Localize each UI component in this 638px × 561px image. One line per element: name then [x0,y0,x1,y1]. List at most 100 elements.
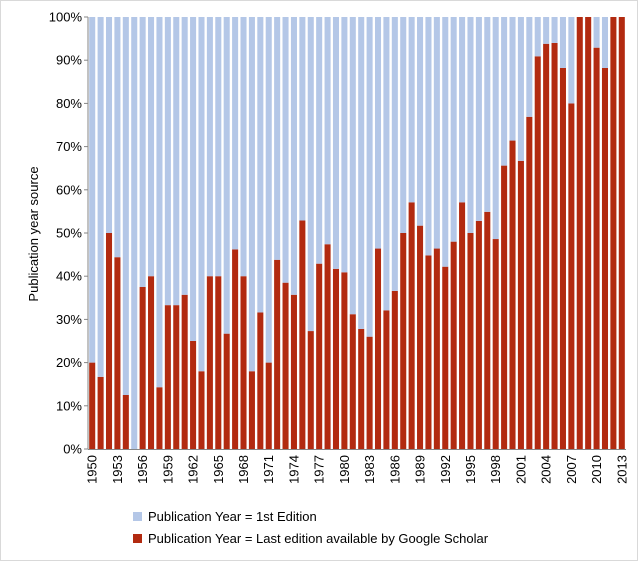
bar-first-edition-1950 [89,17,96,363]
bar-first-edition-2011 [601,17,609,68]
bar-first-edition-1978 [324,17,331,245]
bar-last-edition-2010 [593,47,600,450]
x-tick-label: 1995 [463,455,478,484]
bar-last-edition-2011 [601,67,609,449]
bar-first-edition-1977 [316,17,323,264]
bar-last-edition-1999 [501,165,508,449]
x-tick-label: 1980 [337,455,352,484]
bar-last-edition-2008 [576,17,583,449]
bar-first-edition-2003 [534,17,541,57]
x-tick-label: 1986 [387,455,402,484]
bar-first-edition-1952 [105,17,113,233]
bar-last-edition-1967 [232,249,239,449]
y-tick-label: 90% [56,53,82,68]
bar-last-edition-1957 [148,276,155,449]
legend-item-first-edition: Publication Year = 1st Edition [133,505,488,527]
bar-last-edition-1987 [400,233,407,449]
x-tick-label: 2001 [513,455,528,484]
bar-last-edition-1980 [341,272,348,449]
bar-last-edition-2012 [610,17,617,449]
bar-first-edition-1976 [307,17,314,332]
bar-last-edition-1979 [332,268,340,449]
x-tick-label: 2013 [614,455,629,484]
bar-first-edition-1986 [391,17,398,291]
x-tick-label: 2010 [589,455,604,484]
bar-last-edition-1950 [89,362,96,449]
bar-last-edition-1954 [122,395,129,449]
y-tick-label: 0% [63,442,82,457]
bar-first-edition-1963 [198,17,205,372]
bar-last-edition-1996 [475,220,482,449]
bar-last-edition-1965 [215,276,222,449]
bar-last-edition-1960 [173,305,180,449]
x-tick-label: 1992 [438,455,453,484]
bar-last-edition-1992 [442,266,449,449]
bars-group [89,17,625,450]
bar-last-edition-1985 [383,310,390,449]
bar-last-edition-1978 [324,244,331,449]
bar-first-edition-1979 [332,17,340,269]
y-axis-title: Publication year source [26,166,41,301]
bar-last-edition-1970 [257,312,264,449]
y-tick-label: 30% [56,312,82,327]
y-tick-label: 40% [56,269,82,284]
bar-first-edition-1961 [181,17,188,295]
bar-first-edition-1981 [349,17,356,315]
bar-last-edition-1973 [282,282,289,449]
bar-last-edition-1964 [206,276,213,449]
bar-first-edition-1951 [97,17,104,377]
y-tick-label: 60% [56,182,82,197]
bar-last-edition-1984 [374,248,382,449]
x-tick-label: 1983 [362,455,377,484]
bar-first-edition-1985 [383,17,390,311]
bar-last-edition-1976 [307,331,314,449]
bar-first-edition-1992 [442,17,449,267]
x-tick-label: 1965 [211,455,226,484]
x-tick-label: 1977 [312,455,327,484]
bar-first-edition-1956 [139,17,146,287]
bar-last-edition-1977 [316,263,323,449]
bar-first-edition-1972 [274,17,281,260]
bar-first-edition-2005 [551,17,558,43]
bar-first-edition-1994 [459,17,466,203]
bar-last-edition-1994 [459,202,466,449]
x-tick-label: 1950 [85,455,100,484]
x-tick-label: 2007 [564,455,579,484]
bar-last-edition-2009 [585,17,592,449]
bar-last-edition-1972 [274,259,281,449]
bar-last-edition-1990 [425,255,432,449]
bar-last-edition-1951 [97,376,104,449]
bar-first-edition-1975 [299,17,306,221]
bar-first-edition-1990 [425,17,432,256]
bar-last-edition-2013 [618,17,625,449]
bar-last-edition-1995 [467,233,474,449]
bar-last-edition-2001 [517,160,524,449]
bar-first-edition-2000 [509,17,516,141]
bar-first-edition-1973 [282,17,289,283]
bar-first-edition-1998 [492,17,499,240]
bar-first-edition-1968 [240,17,247,277]
x-tick-label: 1953 [110,455,125,484]
x-tick-label: 1968 [236,455,251,484]
bar-last-edition-1981 [349,314,356,449]
bar-last-edition-1958 [156,387,163,449]
bar-first-edition-1957 [148,17,155,277]
bar-last-edition-2007 [568,103,575,450]
bar-first-edition-1971 [265,17,272,363]
bar-last-edition-2004 [543,43,550,450]
y-tick-label: 100% [49,10,83,25]
bar-last-edition-1968 [240,276,247,449]
bar-first-edition-1980 [341,17,348,273]
bar-first-edition-2002 [526,17,533,117]
bar-last-edition-1998 [492,239,499,449]
y-tick-labels: 0% 10% 20% 30% 40% 50% 60% 70% 80% 90% 100% [49,10,88,457]
legend-label-first-edition: Publication Year = 1st Edition [148,508,317,524]
bar-first-edition-1987 [400,17,407,233]
bar-last-edition-2002 [526,116,533,450]
x-tick-label: 1989 [413,455,428,484]
legend-item-last-edition: Publication Year = Last edition availabl… [133,527,488,549]
legend-label-last-edition: Publication Year = Last edition availabl… [148,530,489,546]
bar-first-edition-1991 [433,17,440,249]
bar-last-edition-1975 [299,220,306,449]
bar-first-edition-1967 [232,17,239,250]
